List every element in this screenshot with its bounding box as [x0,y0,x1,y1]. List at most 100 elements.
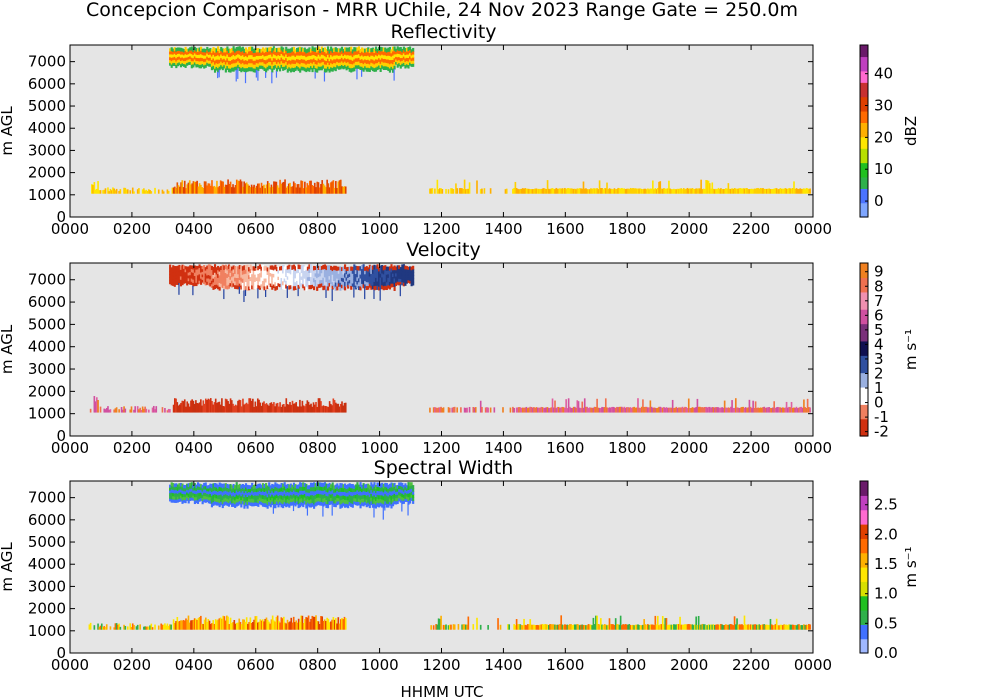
heatmap-cell [277,54,280,59]
heatmap-cell [297,618,300,630]
heatmap-cell [655,624,658,630]
heatmap-cell [309,65,313,70]
heatmap-cell [285,61,288,66]
heatmap-cell [387,484,390,489]
heatmap-cell [398,278,401,283]
heatmap-cell [235,270,238,275]
heatmap-cell [192,487,195,491]
heatmap-cell [718,407,721,413]
heatmap-cell [280,277,283,282]
heatmap-cell [176,484,179,488]
heatmap-cell [393,269,396,275]
heatmap-cell [265,289,267,297]
heatmap-cell [601,188,603,194]
heatmap-cell [634,188,637,194]
heatmap-cell [232,268,235,273]
heatmap-cell [291,59,294,64]
heatmap-cell [370,285,373,290]
heatmap-cell [196,277,200,282]
heatmap-cell [364,48,367,53]
heatmap-cell [257,495,260,500]
heatmap-cell [311,63,314,68]
heatmap-cell [206,485,209,489]
heatmap-cell [702,407,705,413]
x-tick-label: 0600 [237,439,275,457]
heatmap-cell [274,269,277,274]
heatmap-cell [463,407,466,413]
heatmap-cell [260,280,263,285]
heatmap-cell [241,286,244,291]
heatmap-cell [359,62,362,67]
heatmap-cell [209,486,212,491]
heatmap-cell [364,491,367,495]
heatmap-cell [249,488,252,493]
heatmap-cell [226,54,229,59]
colorbar-segment [860,529,868,534]
heatmap-cell [575,407,577,413]
heatmap-cell [676,407,679,413]
heatmap-cell [378,270,381,276]
heatmap-cell [754,401,757,413]
heatmap-cell [328,64,331,69]
heatmap-cell [524,407,527,413]
heatmap-cell [404,51,407,56]
heatmap-cell [234,273,237,278]
colorbar-tick-label: 0 [874,192,884,210]
heatmap-cell [325,52,328,58]
heatmap-cell [316,60,319,65]
heatmap-cell [218,274,221,280]
heatmap-cell [519,407,522,413]
heatmap-cell [180,182,182,194]
heatmap-cell [382,491,385,497]
heatmap-cell [479,400,482,413]
heatmap-cell [306,488,309,493]
heatmap-cell [170,276,173,280]
heatmap-cell [711,182,714,194]
heatmap-cell [581,188,584,194]
heatmap-cell [353,275,356,280]
heatmap-cell [243,492,246,498]
heatmap-cell [240,55,243,61]
heatmap-cell [354,54,357,59]
heatmap-cell [210,276,214,281]
heatmap-cell [252,64,255,69]
heatmap-cell [288,495,291,501]
heatmap-cell [326,281,330,287]
heatmap-cell [246,492,249,497]
heatmap-cell [276,185,279,194]
heatmap-cell [217,54,220,60]
colorbar-segment [860,214,868,218]
heatmap-cell [340,491,344,496]
heatmap-cell [734,188,737,194]
heatmap-cell [365,47,368,53]
heatmap-cell [179,57,183,61]
heatmap-cell [283,274,286,279]
heatmap-cell [193,496,196,501]
heatmap-cell [212,65,215,70]
heatmap-cell [347,58,350,63]
heatmap-cell [287,622,290,630]
heatmap-cell [254,277,257,283]
heatmap-cell [598,624,601,630]
heatmap-cell [373,56,376,61]
heatmap-cell [243,496,246,501]
heatmap-cell [327,618,330,630]
heatmap-cell [271,490,274,495]
colorbar-segment [860,581,868,585]
heatmap-cell [251,269,254,275]
heatmap-cell [343,61,347,66]
colorbar-segment [860,202,868,207]
heatmap-cell [738,624,741,630]
heatmap-cell [243,619,246,630]
heatmap-cell [292,67,296,73]
heatmap-cell [271,615,274,630]
heatmap-cell [353,268,356,273]
heatmap-cell [217,498,220,503]
heatmap-cell [178,273,181,278]
heatmap-cell [387,499,390,504]
heatmap-cell [237,180,239,194]
heatmap-cell [340,483,344,488]
heatmap-cell [574,624,576,630]
heatmap-cell [200,494,203,499]
heatmap-cell [399,50,402,55]
